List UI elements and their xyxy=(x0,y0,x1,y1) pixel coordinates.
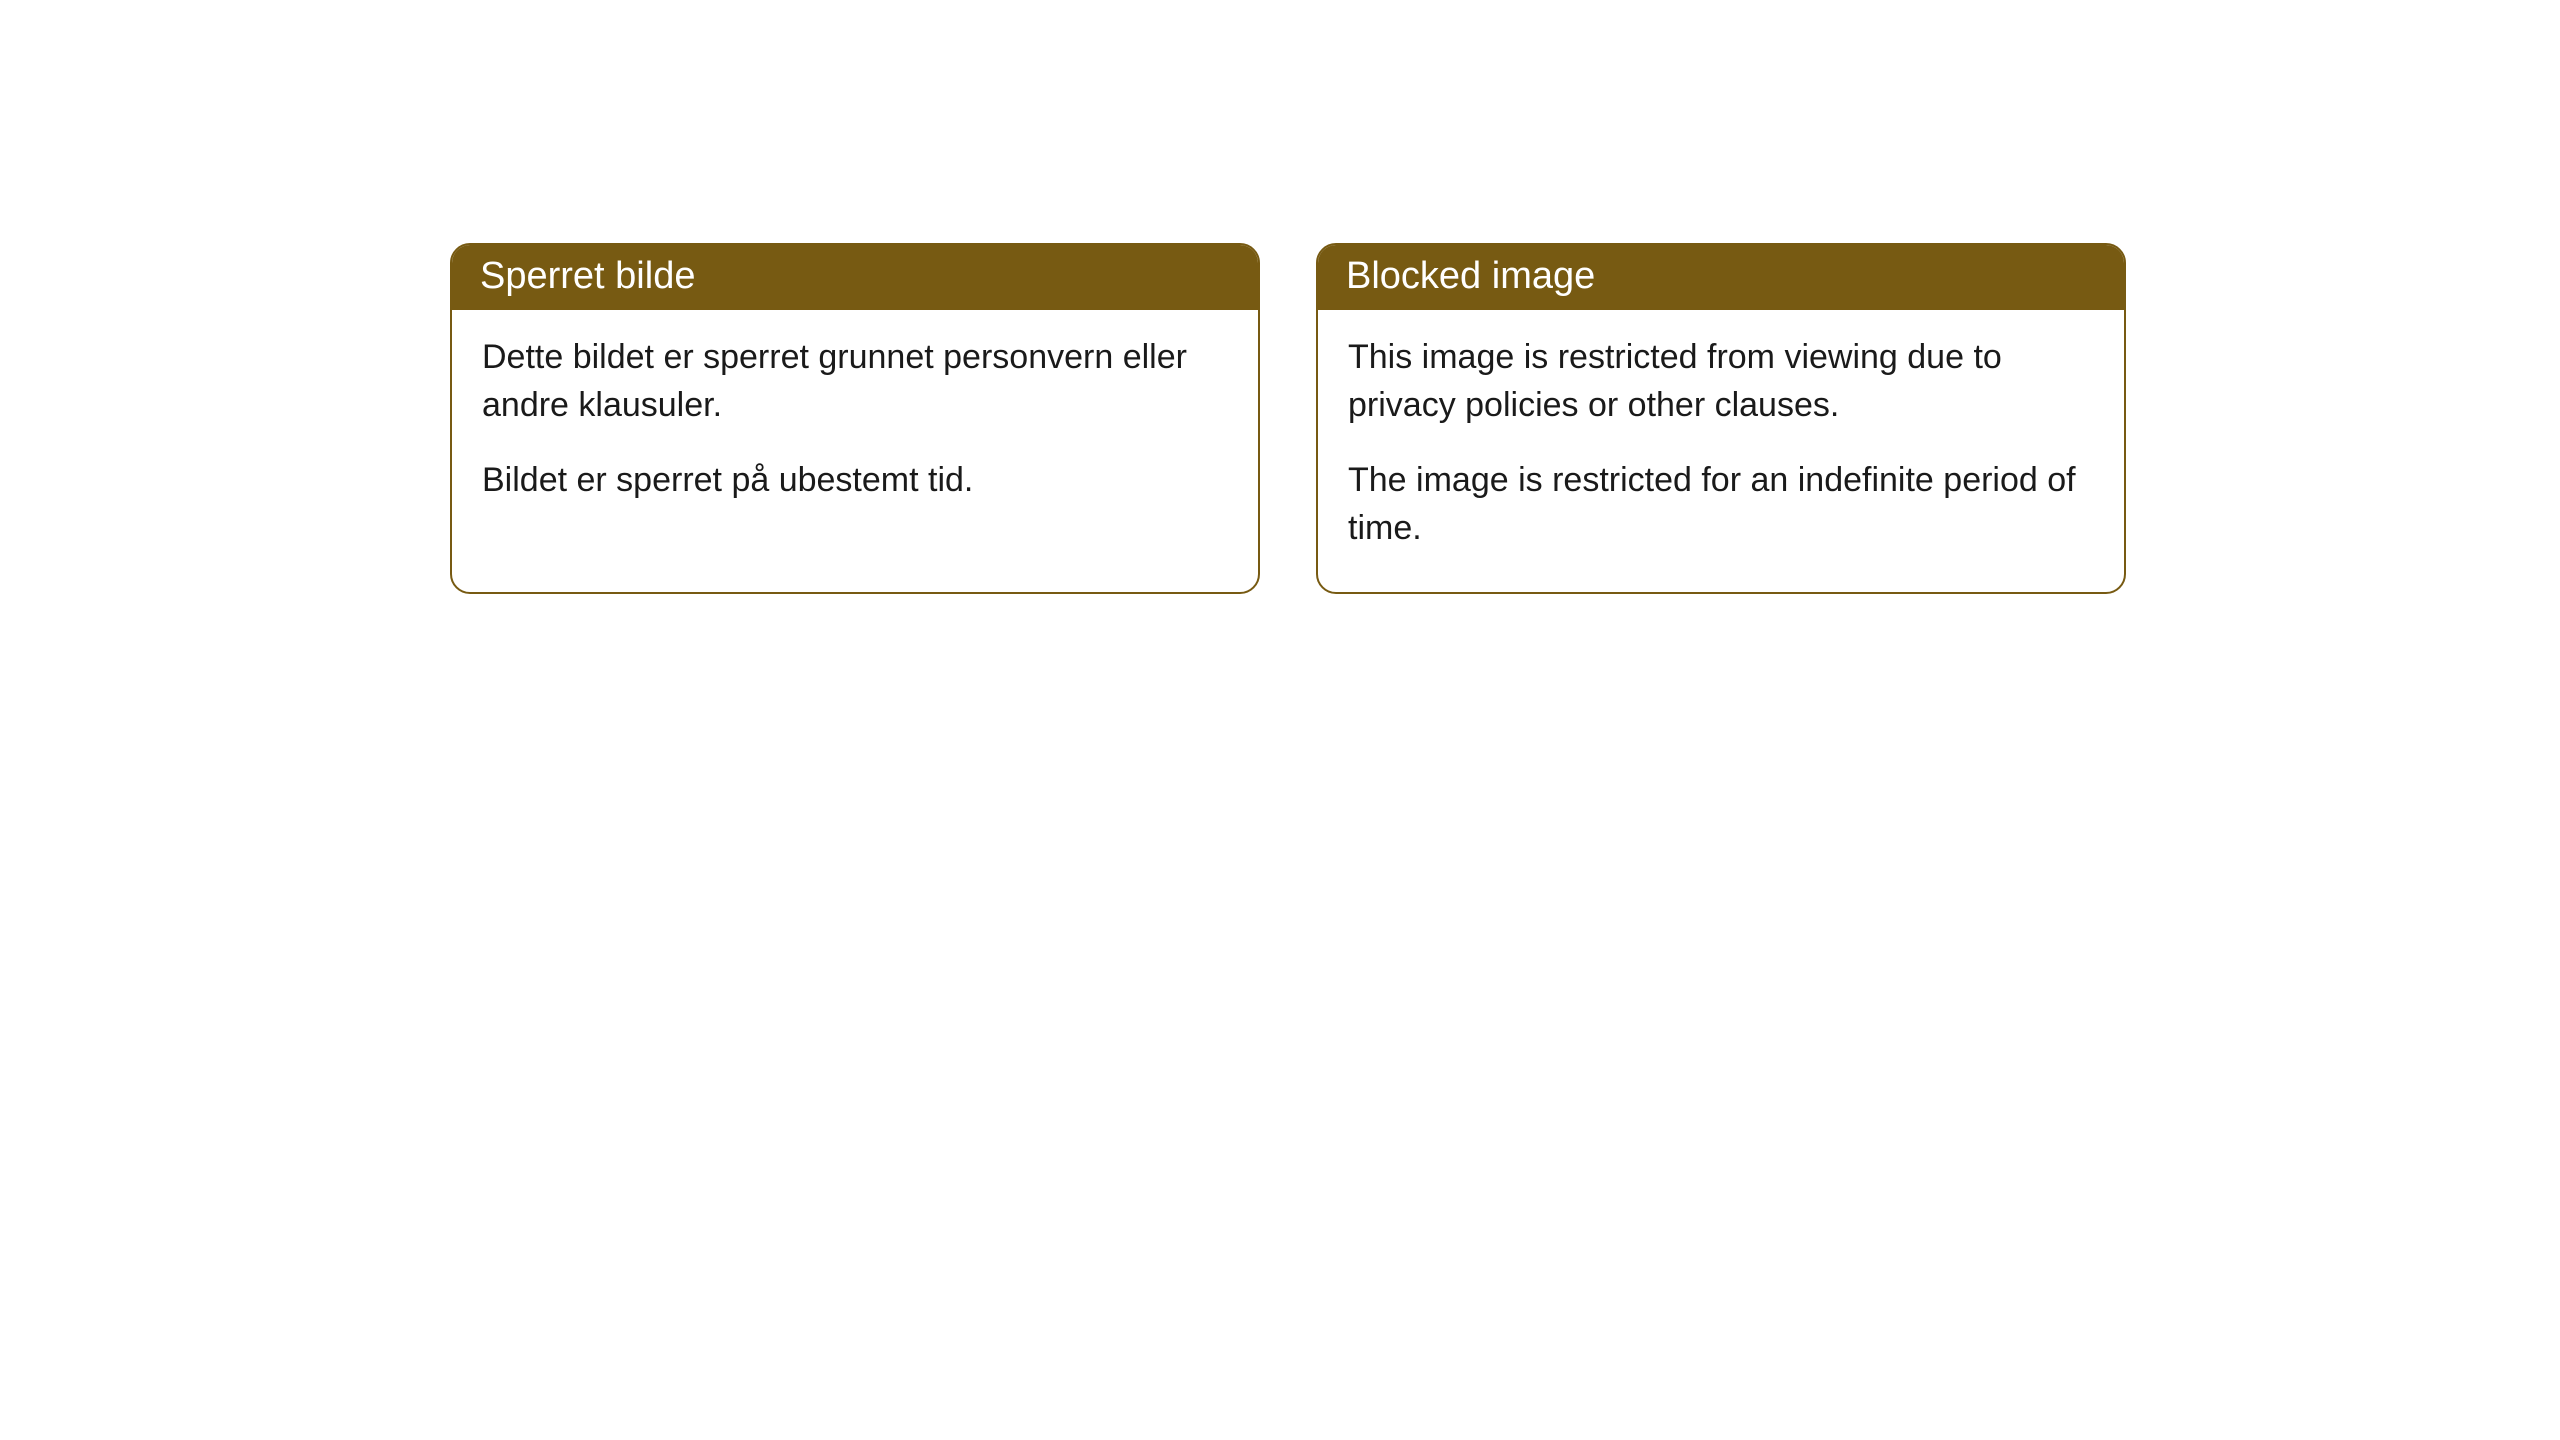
notice-paragraph: This image is restricted from viewing du… xyxy=(1348,334,2094,429)
notice-header-english: Blocked image xyxy=(1318,245,2124,310)
notice-container: Sperret bilde Dette bildet er sperret gr… xyxy=(0,0,2560,594)
notice-box-english: Blocked image This image is restricted f… xyxy=(1316,243,2126,594)
notice-paragraph: Bildet er sperret på ubestemt tid. xyxy=(482,457,1228,505)
notice-paragraph: Dette bildet er sperret grunnet personve… xyxy=(482,334,1228,429)
notice-box-norwegian: Sperret bilde Dette bildet er sperret gr… xyxy=(450,243,1260,594)
notice-header-norwegian: Sperret bilde xyxy=(452,245,1258,310)
notice-paragraph: The image is restricted for an indefinit… xyxy=(1348,457,2094,552)
notice-body-norwegian: Dette bildet er sperret grunnet personve… xyxy=(452,310,1258,545)
notice-body-english: This image is restricted from viewing du… xyxy=(1318,310,2124,592)
